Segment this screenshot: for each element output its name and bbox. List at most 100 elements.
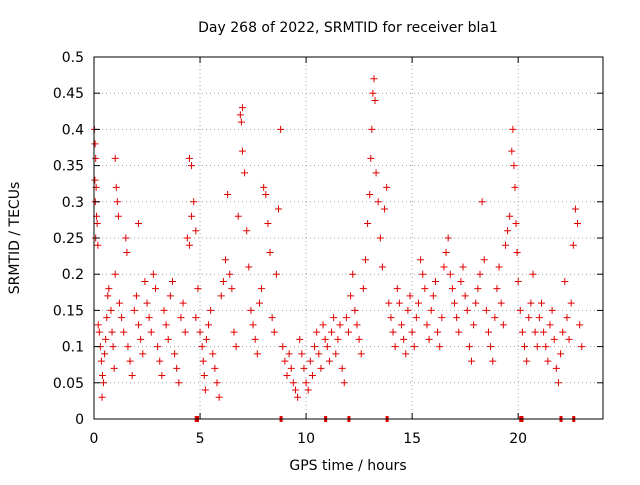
data-point xyxy=(236,111,244,119)
data-point xyxy=(330,314,338,322)
data-point xyxy=(249,321,257,329)
data-point xyxy=(132,292,140,300)
data-point xyxy=(154,343,162,351)
data-point xyxy=(406,292,414,300)
y-tick-label: 0.5 xyxy=(62,50,84,66)
data-point xyxy=(446,270,454,278)
data-point xyxy=(118,314,126,322)
data-point xyxy=(126,357,134,365)
data-point xyxy=(207,306,215,314)
data-point xyxy=(451,299,459,307)
data-point xyxy=(177,314,185,322)
data-point xyxy=(368,125,376,133)
data-point xyxy=(300,364,308,372)
x-tick-label: 10 xyxy=(297,431,315,447)
data-point xyxy=(484,328,492,336)
data-point xyxy=(166,292,174,300)
data-point xyxy=(391,343,399,351)
data-point xyxy=(482,306,490,314)
data-point xyxy=(511,183,519,191)
data-point xyxy=(465,343,473,351)
data-point xyxy=(387,314,395,322)
data-point xyxy=(552,364,560,372)
data-point xyxy=(442,248,450,256)
data-point xyxy=(332,350,340,358)
data-point xyxy=(385,299,393,307)
data-point xyxy=(175,379,183,387)
data-point xyxy=(185,154,193,162)
data-point xyxy=(419,270,427,278)
data-point xyxy=(200,372,208,380)
data-point xyxy=(438,314,446,322)
data-point xyxy=(268,314,276,322)
data-point xyxy=(336,321,344,329)
data-point xyxy=(110,364,118,372)
data-point xyxy=(219,277,227,285)
data-point xyxy=(283,372,291,380)
data-point xyxy=(279,343,287,351)
data-point xyxy=(509,125,517,133)
x-axis-label: GPS time / hours xyxy=(289,458,406,474)
data-point xyxy=(531,328,539,336)
data-point xyxy=(139,350,147,358)
data-point xyxy=(395,299,403,307)
data-point xyxy=(474,285,482,293)
data-point xyxy=(487,343,495,351)
data-point xyxy=(370,75,378,83)
data-point xyxy=(306,357,314,365)
data-point xyxy=(173,364,181,372)
data-point xyxy=(315,350,323,358)
data-point xyxy=(194,285,202,293)
data-point xyxy=(374,198,382,206)
data-point xyxy=(548,306,556,314)
data-point xyxy=(476,270,484,278)
data-point xyxy=(472,299,480,307)
data-point xyxy=(270,328,278,336)
data-point xyxy=(93,220,101,228)
data-point xyxy=(289,379,297,387)
data-point xyxy=(540,328,548,336)
data-point xyxy=(357,350,365,358)
grid xyxy=(94,57,603,419)
data-point xyxy=(513,248,521,256)
data-point xyxy=(408,328,416,336)
data-point xyxy=(429,292,437,300)
data-point xyxy=(355,335,363,343)
data-point xyxy=(277,125,285,133)
data-point xyxy=(115,299,123,307)
data-point xyxy=(542,343,550,351)
data-point xyxy=(317,364,325,372)
data-point xyxy=(285,350,293,358)
data-point xyxy=(95,328,103,336)
data-point xyxy=(351,306,359,314)
data-point xyxy=(533,343,541,351)
data-point xyxy=(199,357,207,365)
y-tick-label: 0.25 xyxy=(53,231,84,247)
data-point xyxy=(508,147,516,155)
data-point xyxy=(364,220,372,228)
data-point xyxy=(258,285,266,293)
data-point xyxy=(234,212,242,220)
data-point xyxy=(266,248,274,256)
data-point xyxy=(404,306,412,314)
data-point xyxy=(156,357,164,365)
data-point xyxy=(149,270,157,278)
data-point xyxy=(145,314,153,322)
data-point xyxy=(221,256,229,264)
data-point xyxy=(147,328,155,336)
data-point xyxy=(565,335,573,343)
data-point xyxy=(366,191,374,199)
data-point xyxy=(495,263,503,271)
data-point xyxy=(497,299,505,307)
data-point xyxy=(455,328,463,336)
data-point xyxy=(102,335,110,343)
data-point xyxy=(459,263,467,271)
data-point xyxy=(196,328,204,336)
data-point xyxy=(535,314,543,322)
axis-ticks: 0 0.05 0.1 0.15 0.2 0.25 0.3 0.35 0.4 0.45 0.5 0 5 10… xyxy=(53,50,603,447)
data-point xyxy=(431,277,439,285)
data-point xyxy=(525,314,533,322)
data-point xyxy=(287,364,295,372)
data-point xyxy=(421,285,429,293)
data-point xyxy=(179,299,187,307)
